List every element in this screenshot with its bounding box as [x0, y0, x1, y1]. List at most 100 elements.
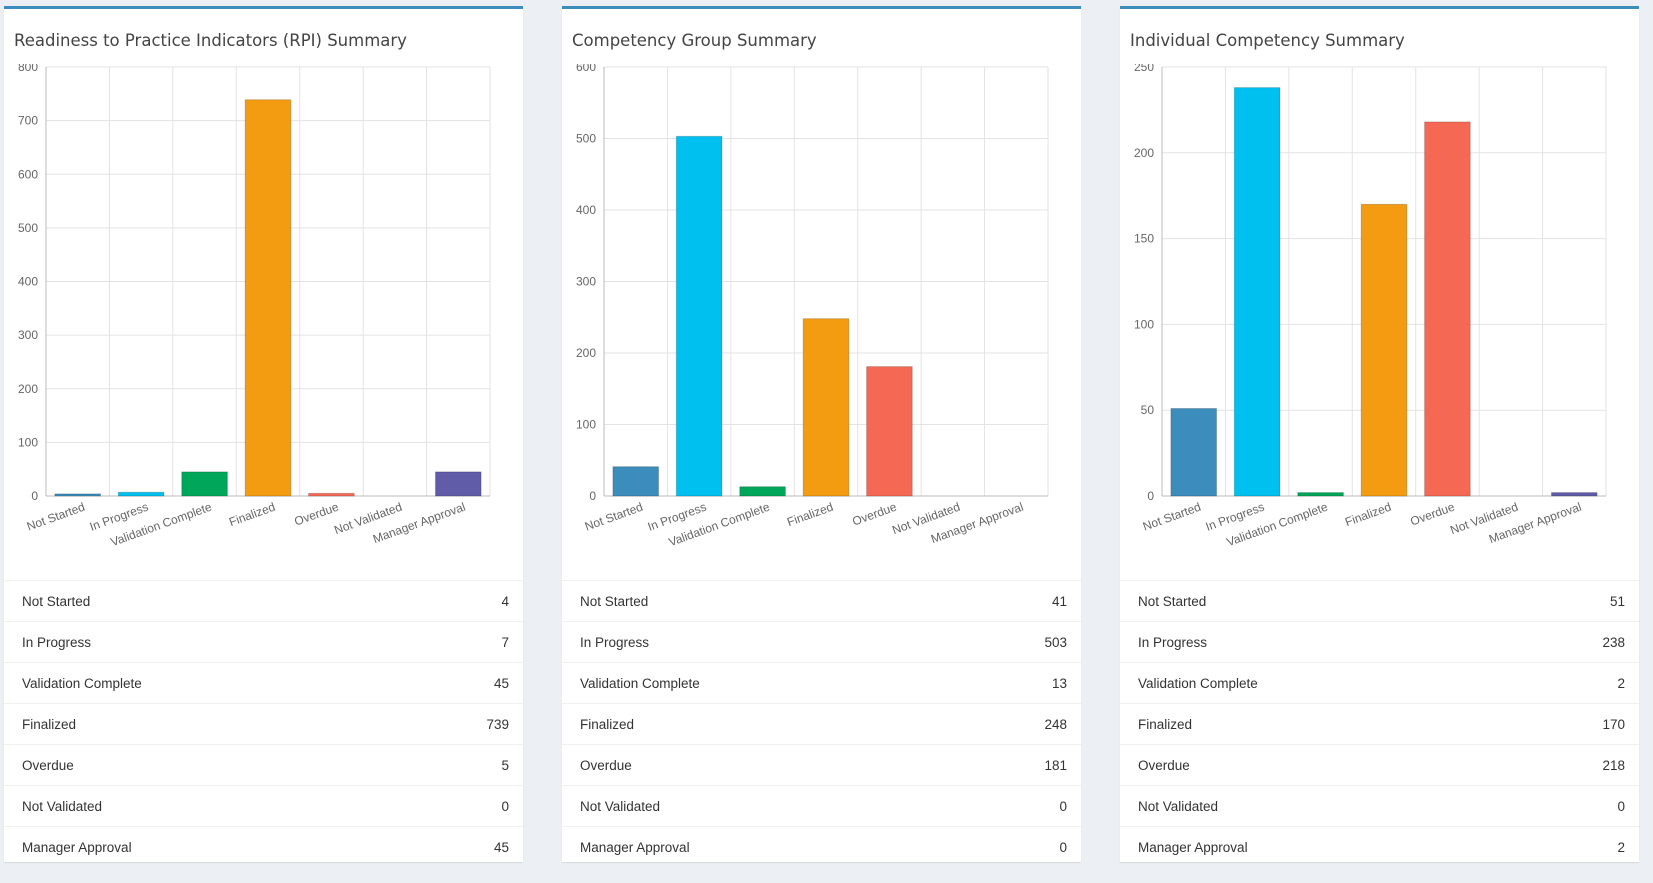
y-tick-label: 500: [576, 132, 596, 146]
bar-not-started: [612, 466, 660, 497]
list-item: Finalized 248: [562, 703, 1081, 744]
item-label: Overdue: [580, 757, 632, 773]
item-label: Not Started: [580, 593, 649, 609]
list-item: Not Started 41: [562, 580, 1081, 621]
item-label: Validation Complete: [580, 675, 700, 691]
bar-overdue: [308, 492, 355, 497]
rpi-summary-panel: Readiness to Practice Indicators (RPI) S…: [4, 6, 523, 862]
y-tick-label: 500: [18, 221, 38, 235]
item-count: 181: [1044, 757, 1067, 773]
y-tick-label: 200: [18, 382, 38, 396]
item-label: Manager Approval: [580, 839, 690, 855]
list-item: In Progress 503: [562, 621, 1081, 662]
bar-finalized: [1360, 203, 1408, 497]
list-item: Finalized 170: [1120, 703, 1639, 744]
y-tick-label: 100: [576, 418, 596, 432]
panel-title: Competency Group Summary: [572, 31, 817, 50]
y-tick-label: 100: [18, 435, 38, 449]
list-item: Validation Complete 13: [562, 662, 1081, 703]
list-item: Manager Approval 45: [4, 826, 523, 867]
y-tick-label: 400: [18, 275, 38, 289]
competency-group-summary-list: Not Started 41 In Progress 503 Validation …: [562, 580, 1081, 867]
item-count: 218: [1602, 757, 1625, 773]
rpi-summary-list: Not Started 4 In Progress 7 Validation Com…: [4, 580, 523, 867]
y-tick-label: 50: [1141, 403, 1155, 417]
item-label: In Progress: [22, 634, 92, 650]
item-label: Finalized: [22, 716, 77, 732]
x-tick-label: Finalized: [227, 500, 277, 530]
item-count: 2: [1617, 675, 1625, 691]
item-label: Not Validated: [580, 798, 661, 814]
bar-not-started: [1170, 407, 1218, 497]
y-tick-label: 150: [1134, 232, 1154, 246]
list-item: Not Validated 0: [562, 785, 1081, 826]
x-tick-label: Finalized: [1343, 500, 1393, 530]
x-tick-label: Not Started: [1141, 500, 1203, 534]
y-tick-label: 0: [31, 489, 38, 503]
x-tick-label: Not Started: [583, 500, 645, 534]
list-item: In Progress 7: [4, 621, 523, 662]
bar-finalized: [244, 99, 292, 497]
list-item: Finalized 739: [4, 703, 523, 744]
y-tick-label: 0: [589, 489, 596, 503]
bar-not-started: [54, 493, 102, 497]
item-label: Finalized: [1138, 716, 1193, 732]
bar-in-progress: [117, 491, 165, 497]
item-label: Not Validated: [1138, 798, 1219, 814]
competency-group-summary-panel: Competency Group Summary 0 100 200 300 400 50…: [562, 6, 1081, 862]
list-item: Not Started 51: [1120, 580, 1639, 621]
list-item: Validation Complete 45: [4, 662, 523, 703]
list-item: Overdue 218: [1120, 744, 1639, 785]
y-tick-label: 600: [18, 167, 38, 181]
y-tick-label: 100: [1134, 317, 1154, 331]
item-count: 45: [493, 839, 509, 855]
y-tick-label: 200: [1134, 146, 1154, 160]
bar-overdue: [866, 366, 913, 497]
y-tick-label: 800: [18, 64, 38, 74]
list-item: Validation Complete 2: [1120, 662, 1639, 703]
item-count: 503: [1044, 634, 1067, 650]
individual-competency-summary-panel: Individual Competency Summary 0 50 100 150 2…: [1120, 6, 1639, 862]
item-count: 0: [1617, 798, 1625, 814]
bar-overdue: [1424, 121, 1471, 497]
item-label: In Progress: [1138, 634, 1208, 650]
bar-validation-complete: [739, 486, 786, 497]
item-label: Validation Complete: [1138, 675, 1258, 691]
item-count: 45: [493, 675, 509, 691]
item-count: 170: [1602, 716, 1625, 732]
item-count: 0: [501, 798, 509, 814]
item-count: 7: [501, 634, 509, 650]
item-count: 2: [1617, 839, 1625, 855]
x-tick-label: Finalized: [785, 500, 835, 530]
bar-in-progress: [675, 135, 723, 497]
y-tick-label: 0: [1147, 489, 1154, 503]
y-tick-label: 200: [576, 346, 596, 360]
y-tick-label: 700: [18, 114, 38, 128]
item-label: Not Started: [1138, 593, 1207, 609]
item-count: 238: [1602, 634, 1625, 650]
item-count: 248: [1044, 716, 1067, 732]
item-label: Overdue: [22, 757, 74, 773]
item-label: Overdue: [1138, 757, 1190, 773]
item-count: 41: [1051, 593, 1067, 609]
y-tick-label: 250: [1134, 64, 1154, 74]
item-count: 0: [1059, 839, 1067, 855]
panel-title: Readiness to Practice Indicators (RPI) S…: [14, 31, 407, 50]
list-item: Not Started 4: [4, 580, 523, 621]
list-item: In Progress 238: [1120, 621, 1639, 662]
item-label: Validation Complete: [22, 675, 142, 691]
list-item: Manager Approval 0: [562, 826, 1081, 867]
y-tick-label: 400: [576, 203, 596, 217]
item-count: 4: [501, 593, 509, 609]
y-tick-label: 600: [576, 64, 596, 74]
individual-competency-summary-list: Not Started 51 In Progress 238 Validation …: [1120, 580, 1639, 867]
item-count: 13: [1051, 675, 1067, 691]
item-count: 5: [501, 757, 509, 773]
item-label: Manager Approval: [1138, 839, 1248, 855]
bar-manager-approval: [1550, 492, 1598, 497]
list-item: Not Validated 0: [1120, 785, 1639, 826]
item-count: 51: [1609, 593, 1625, 609]
list-item: Not Validated 0: [4, 785, 523, 826]
